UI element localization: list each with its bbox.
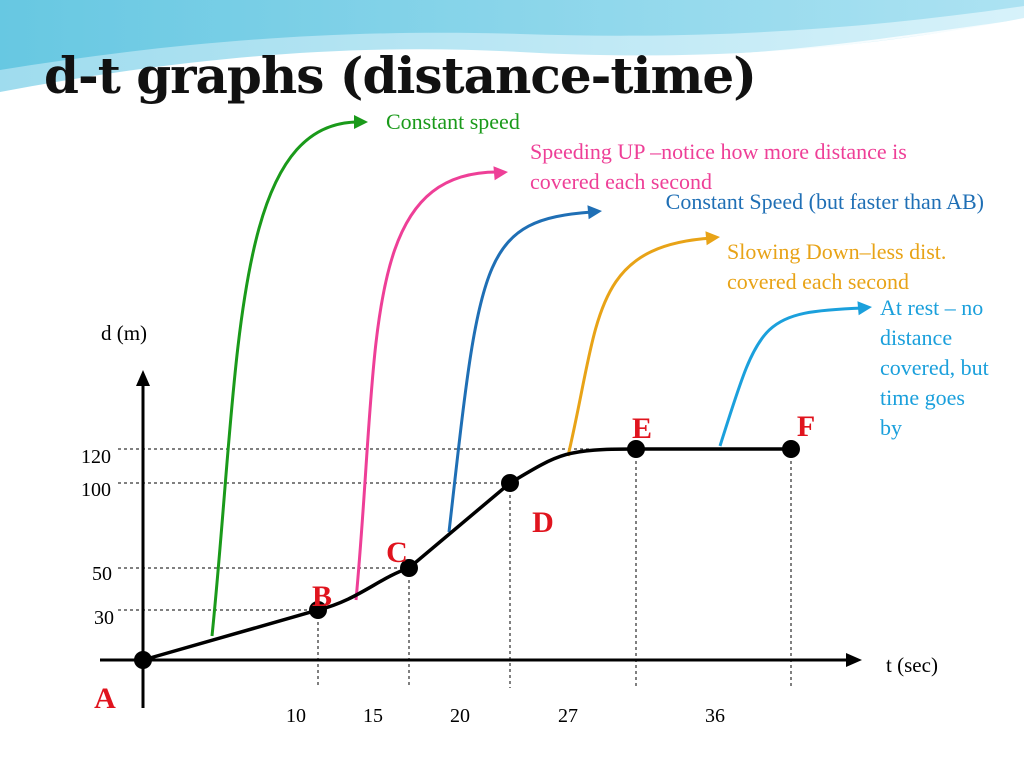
- arrow-constant-speed-head: [354, 115, 368, 129]
- dt-curve: [142, 447, 791, 662]
- point-label-f: F: [797, 410, 815, 443]
- y-tick-label: 100: [81, 479, 111, 501]
- y-tick-label: 30: [94, 607, 114, 629]
- annotation-at-rest: At rest – no distance covered, but time …: [880, 295, 989, 440]
- arrow-at-rest: [718, 306, 865, 447]
- header-wave-line: [0, 19, 1024, 99]
- annotation-constant-speed: Constant speed: [386, 109, 520, 134]
- x-tick-label: 10: [286, 705, 306, 727]
- point-f: [782, 440, 800, 458]
- y-axis-label: d (m): [101, 321, 147, 345]
- annotation-speeding-up: Speeding UP –notice how more distance is…: [530, 139, 907, 194]
- arrow-slowing-down: [566, 236, 713, 457]
- header-wave-accent: [0, 0, 1024, 70]
- arrow-constant-speed-faster-head: [587, 205, 602, 220]
- arrow-constant-speed: [210, 120, 361, 637]
- arrow-at-rest-head: [857, 301, 872, 316]
- slide-title: d-t graphs (distance-time): [44, 46, 757, 105]
- point-label-c: C: [386, 536, 408, 569]
- point-c: [400, 559, 418, 577]
- x-tick-label: 36: [705, 705, 725, 727]
- annotation-slowing-down: Slowing Down–less dist. covered each sec…: [727, 239, 947, 294]
- point-label-d: D: [532, 506, 554, 539]
- y-tick-label: 120: [81, 446, 111, 468]
- point-a: [134, 651, 152, 669]
- x-tick-label: 20: [450, 705, 470, 727]
- arrow-constant-speed-faster: [447, 210, 593, 533]
- x-axis-arrow: [846, 653, 862, 667]
- arrow-speeding-up: [354, 170, 501, 601]
- point-label-a: A: [94, 682, 116, 715]
- x-tick-label: 27: [558, 705, 578, 727]
- point-d: [501, 474, 519, 492]
- y-tick-label: 50: [92, 563, 112, 585]
- point-label-b: B: [312, 580, 332, 613]
- x-tick-label: 15: [363, 705, 383, 727]
- point-b: [309, 601, 327, 619]
- arrow-slowing-down-head: [705, 231, 720, 246]
- y-axis-arrow: [136, 370, 150, 386]
- arrow-speeding-up-head: [493, 166, 508, 181]
- point-e: [627, 440, 645, 458]
- point-label-e: E: [632, 412, 652, 445]
- annotation-constant-speed-faster: Constant Speed (but faster than AB): [665, 189, 984, 214]
- x-axis-label: t (sec): [886, 653, 938, 677]
